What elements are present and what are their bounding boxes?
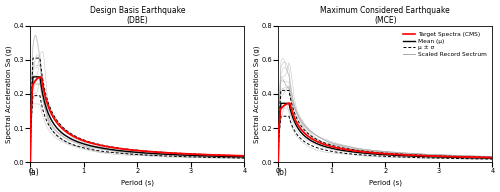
X-axis label: Period (s): Period (s) [121,180,154,186]
Title: Design Basis Earthquake
(DBE): Design Basis Earthquake (DBE) [90,6,185,25]
X-axis label: Period (s): Period (s) [369,180,402,186]
Legend: Target Spectra (CMS), Mean (μ), μ ± σ, Scaled Record Sectrum: Target Spectra (CMS), Mean (μ), μ ± σ, S… [402,31,488,57]
Y-axis label: Spectral Acceleration Sa (g): Spectral Acceleration Sa (g) [254,45,260,143]
Title: Maximum Considered Earthquake
(MCE): Maximum Considered Earthquake (MCE) [320,6,450,25]
Text: (a): (a) [28,168,39,177]
Y-axis label: Spectral Acceleration Sa (g): Spectral Acceleration Sa (g) [6,45,12,143]
Text: (b): (b) [276,168,287,177]
